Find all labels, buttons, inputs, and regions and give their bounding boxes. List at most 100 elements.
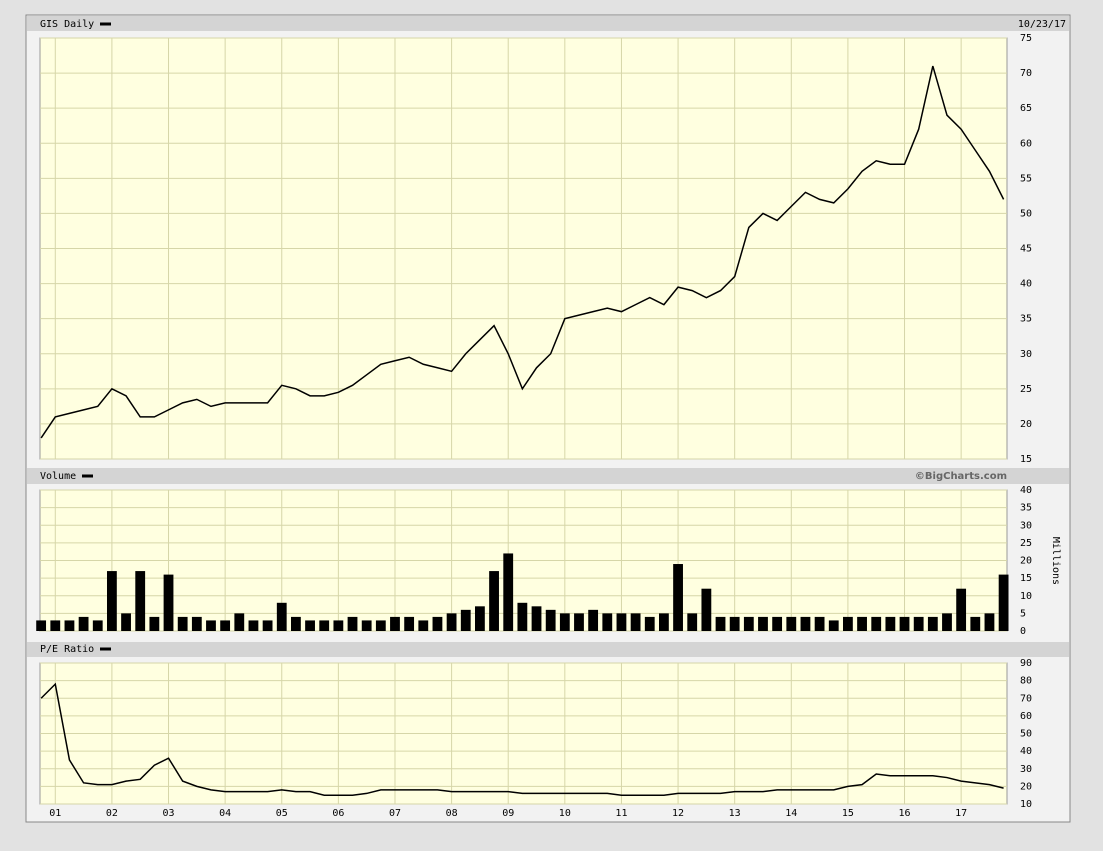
x-tick-label: 10 [559,808,571,819]
volume-bar [121,613,131,631]
y-tick-label: 45 [1020,244,1032,255]
volume-bar [942,613,952,631]
volume-bar [956,588,967,631]
volume-bar [828,620,839,631]
volume-bar [616,613,627,631]
volume-bar [673,564,683,631]
volume-bar [800,616,811,631]
y-tick-label: 70 [1020,68,1032,79]
volume-bar [361,620,372,631]
y-tick-label: 50 [1020,729,1032,740]
volume-bar [50,620,61,631]
price-line [40,65,1005,439]
volume-bar [489,571,499,631]
y-tick-label: 15 [1020,573,1032,584]
y-tick-label: 10 [1020,799,1032,810]
volume-bar [347,616,358,631]
y-tick-label: 20 [1020,419,1032,430]
volume-bar [149,616,160,631]
volume-bar [248,620,259,631]
volume-bar [191,616,202,631]
volume-bar [857,616,867,631]
volume-bar [574,613,584,631]
y-tick-label: 30 [1020,349,1032,360]
volume-bar [517,602,528,631]
y-tick-label: 0 [1020,626,1026,637]
volume-bar [135,571,146,631]
y-tick-label: 5 [1020,608,1026,619]
x-tick-label: 07 [389,808,401,819]
volume-bar [375,620,386,631]
volume-bar [559,613,570,631]
volume-bar [545,609,556,631]
volume-bar [390,616,400,631]
volume-bar [262,620,273,631]
volume-bar [998,574,1009,631]
volume-bar [333,620,344,631]
y-tick-label: 30 [1020,520,1032,531]
volume-bar [630,613,641,631]
volume-bar [475,606,485,631]
header-bar [27,468,1069,484]
x-tick-label: 11 [615,808,627,819]
volume-bar [843,616,853,631]
y-tick-label: 40 [1020,746,1032,757]
x-tick-label: 13 [729,808,741,819]
y-tick-label: 60 [1020,711,1032,722]
volume-bar [319,620,330,631]
volume-bar [163,574,174,631]
volume-bar [758,616,768,631]
volume-bar [588,609,599,631]
volume-bar [885,616,896,631]
y-tick-label: 40 [1020,485,1032,496]
y-tick-label: 40 [1020,279,1032,290]
volume-bar [772,616,783,631]
volume-bar [687,613,698,631]
y-tick-label: 60 [1020,138,1032,149]
volume-bar [220,620,231,631]
y-tick-label: 35 [1020,314,1032,325]
volume-bar [276,602,287,631]
price-line [40,682,1004,796]
volume-bar [432,616,443,631]
volume-bar [659,613,669,631]
x-tick-label: 14 [785,808,797,819]
volume-bar [814,616,825,631]
y-tick-label: 10 [1020,591,1032,602]
x-tick-label: 02 [106,808,118,819]
y-tick-label: 50 [1020,208,1032,219]
volume-bar [715,616,726,631]
volume-bar [927,616,938,631]
y-tick-label: 90 [1020,658,1032,669]
x-tick-label: 15 [842,808,854,819]
volume-bar [177,616,188,631]
volume-bar [78,616,89,631]
header-bar [27,16,1069,31]
volume-bar [305,620,315,631]
volume-bar [899,616,910,631]
x-tick-label: 16 [899,808,911,819]
y-tick-label: 20 [1020,781,1032,792]
volume-bar [743,616,754,631]
x-tick-label: 06 [332,808,344,819]
x-tick-label: 09 [502,808,514,819]
y-tick-label: 30 [1020,764,1032,775]
volume-bar [503,553,514,631]
volume-bar [234,613,245,631]
volume-bar [786,616,797,631]
x-tick-label: 01 [49,808,61,819]
x-tick-label: 12 [672,808,684,819]
volume-bar [701,588,712,631]
volume-bar [871,616,882,631]
y-tick-label: 20 [1020,556,1032,567]
volume-bar [984,613,995,631]
x-tick-label: 17 [955,808,967,819]
header-bar [27,642,1069,657]
volume-bar [729,616,740,631]
volume-bar [206,620,216,631]
x-tick-label: 05 [276,808,288,819]
y-tick-label: 55 [1020,173,1032,184]
volume-bar [446,613,457,631]
volume-bar [106,571,117,631]
